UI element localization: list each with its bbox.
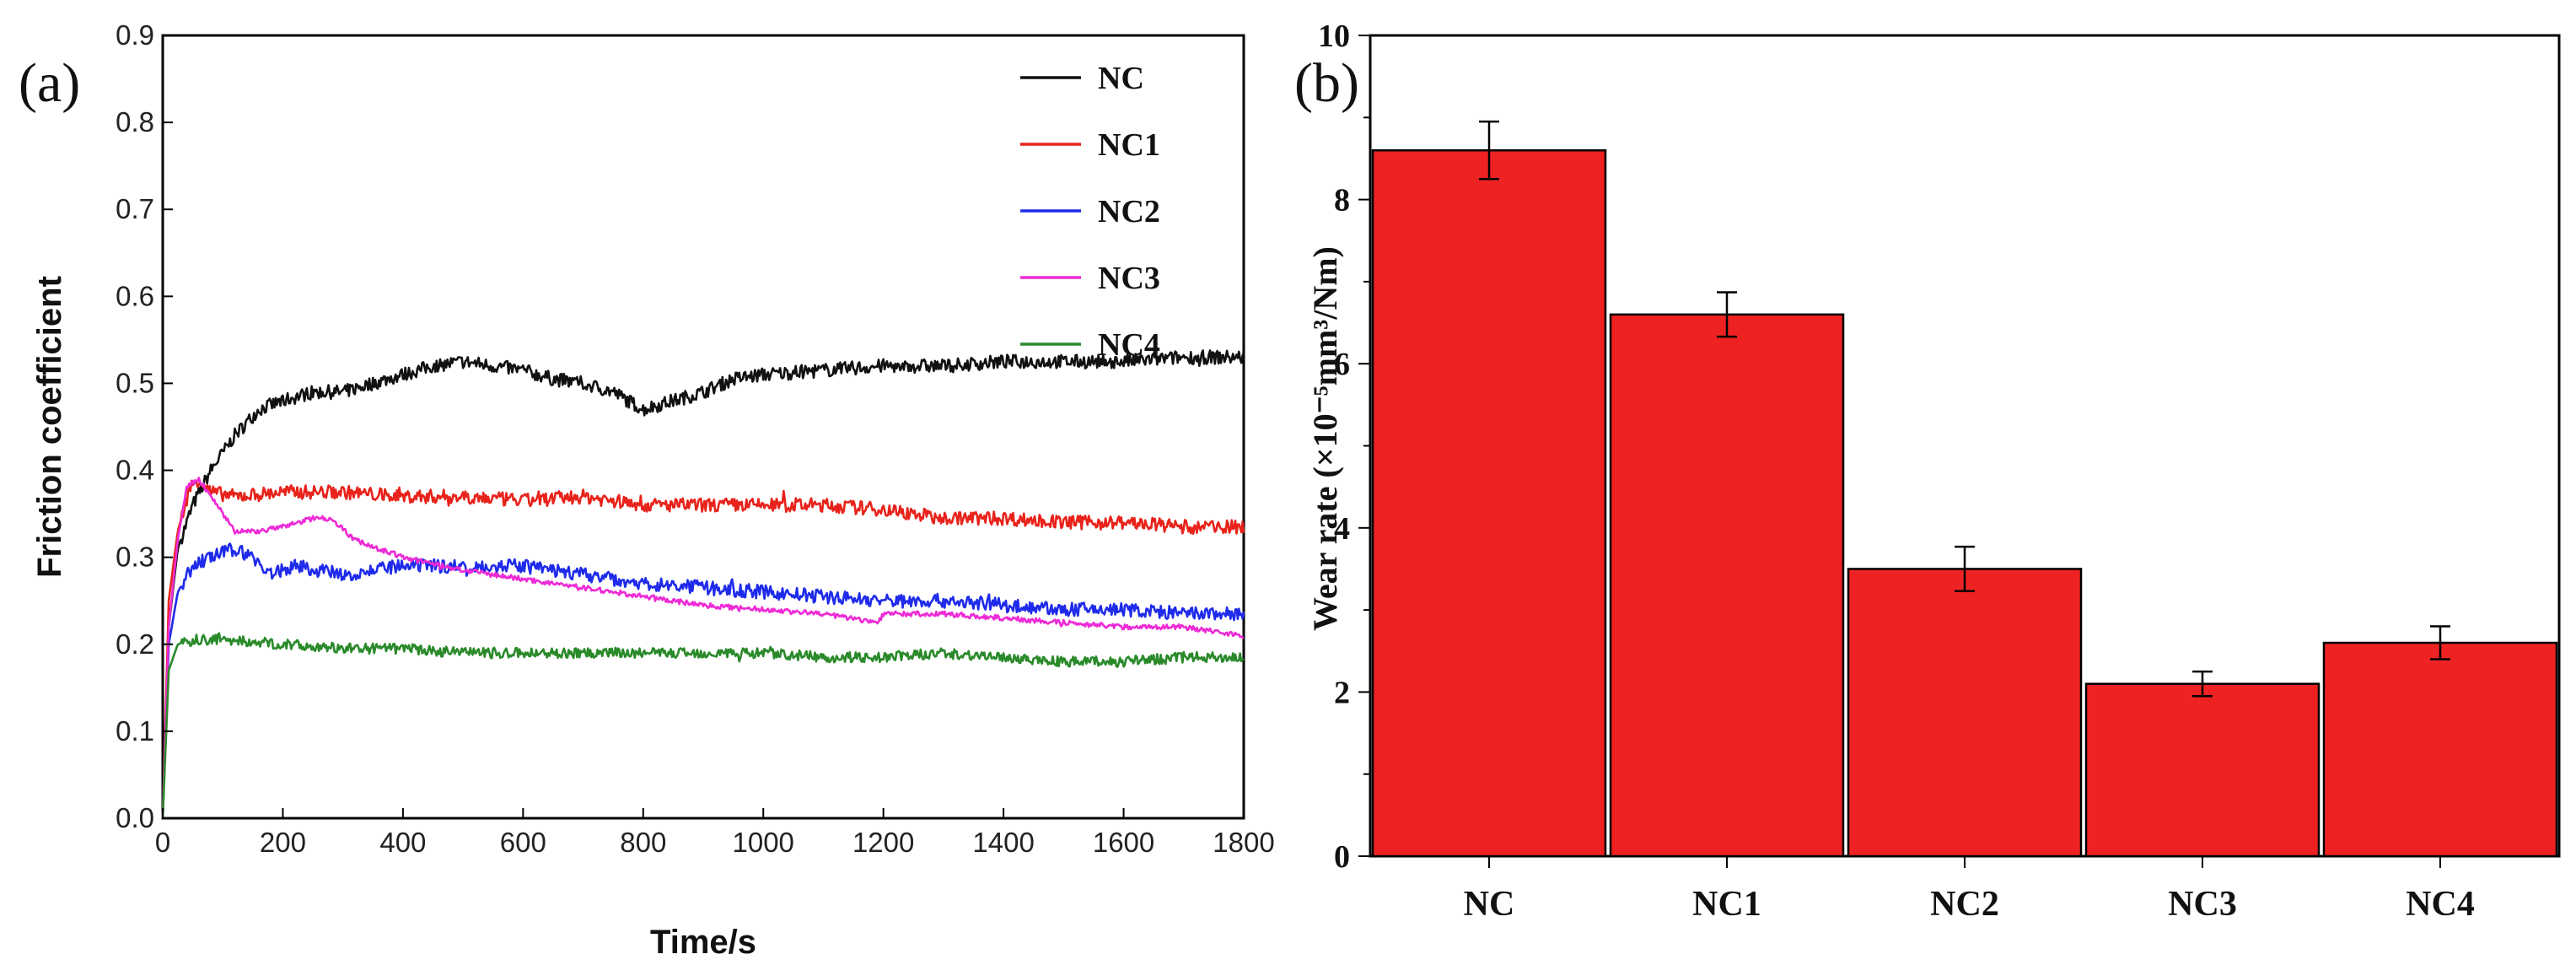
category-label: NC4: [2406, 885, 2475, 924]
y-tick-label: 8: [1334, 183, 1350, 218]
y-tick-label: 0: [1334, 839, 1350, 875]
series-line-nc2: [161, 542, 1245, 819]
x-tick-label: 1600: [1093, 827, 1154, 858]
series-line-nc4: [161, 632, 1245, 819]
line-chart-y-axis-title: Friction coefficient: [31, 276, 68, 578]
line-chart-ticks: 0 200 400 600 800 1000 1200 1400 1600 1800 0.0 0.1 0…: [116, 19, 1275, 858]
line-chart-panel-label: (a): [19, 52, 80, 114]
category-label: NC1: [1692, 885, 1761, 924]
y-tick-label: 0.0: [116, 802, 154, 833]
x-tick-label: 1800: [1213, 827, 1274, 858]
x-tick-label: 600: [500, 827, 546, 858]
category-label: NC2: [1930, 885, 1999, 924]
y-tick-label: 0.4: [116, 455, 154, 486]
x-tick-label: 1200: [852, 827, 914, 858]
y-tick-label: 2: [1334, 675, 1350, 710]
x-tick-label: 1000: [733, 827, 794, 858]
y-tick-label: 4: [1334, 511, 1350, 547]
series-line-nc1: [161, 479, 1245, 819]
legend-label: NC1: [1098, 127, 1160, 163]
category-label: NC: [1464, 885, 1515, 924]
y-tick-label: 0.9: [116, 19, 154, 51]
y-tick-label: 0.7: [116, 193, 154, 224]
y-tick-label: 10: [1318, 19, 1350, 54]
bar-nc2: [1847, 568, 2083, 858]
legend-label: NC: [1098, 61, 1144, 96]
x-tick-label: 400: [379, 827, 426, 858]
line-chart-panel: 0 200 400 600 800 1000 1200 1400 1600 1800 0.0 0.1 0…: [19, 19, 1275, 961]
y-tick-label: 0.2: [116, 628, 154, 660]
legend-label: NC4: [1098, 327, 1160, 363]
y-tick-label: 6: [1334, 347, 1350, 382]
line-chart-x-axis-title: Time/s: [650, 924, 756, 961]
category-label: NC3: [2168, 885, 2237, 924]
bar-nc1: [1609, 313, 1845, 858]
y-tick-label: 0.3: [116, 542, 154, 573]
x-tick-label: 1400: [972, 827, 1034, 858]
legend-label: NC3: [1098, 261, 1160, 296]
x-tick-label: 800: [620, 827, 666, 858]
x-tick-label: 200: [260, 827, 306, 858]
line-chart-legend: NC NC1 NC2 NC3 NC4: [1020, 61, 1160, 363]
bar-chart-y-axis-title: Wear rate (×10⁻⁵mm³/Nm): [1306, 246, 1344, 631]
bar-nc3: [2084, 682, 2321, 858]
y-tick-label: 0.5: [116, 367, 154, 398]
bar-chart-panel: 0 2 4 6 8 10 NC NC1 NC2 NC3 NC4 (b) Wear rate (×10…: [1294, 19, 2561, 924]
y-tick-label: 0.8: [116, 106, 154, 137]
bar-nc: [1371, 148, 1607, 858]
series-line-nc: [161, 349, 1245, 819]
legend-label: NC2: [1098, 194, 1160, 229]
series-line-nc3: [161, 476, 1245, 819]
y-tick-label: 0.1: [116, 715, 154, 747]
bar-chart-ticks: 0 2 4 6 8 10 NC NC1 NC2 NC3 NC4: [1318, 19, 2475, 924]
line-series-group: [161, 349, 1245, 819]
y-tick-label: 0.6: [116, 280, 154, 311]
line-chart-plot-area: [161, 34, 1245, 820]
bar-nc4: [2322, 641, 2558, 858]
bar-chart-panel-label: (b): [1294, 52, 1359, 114]
bar-series-group: [1371, 120, 2558, 858]
x-tick-label: 0: [155, 827, 170, 858]
